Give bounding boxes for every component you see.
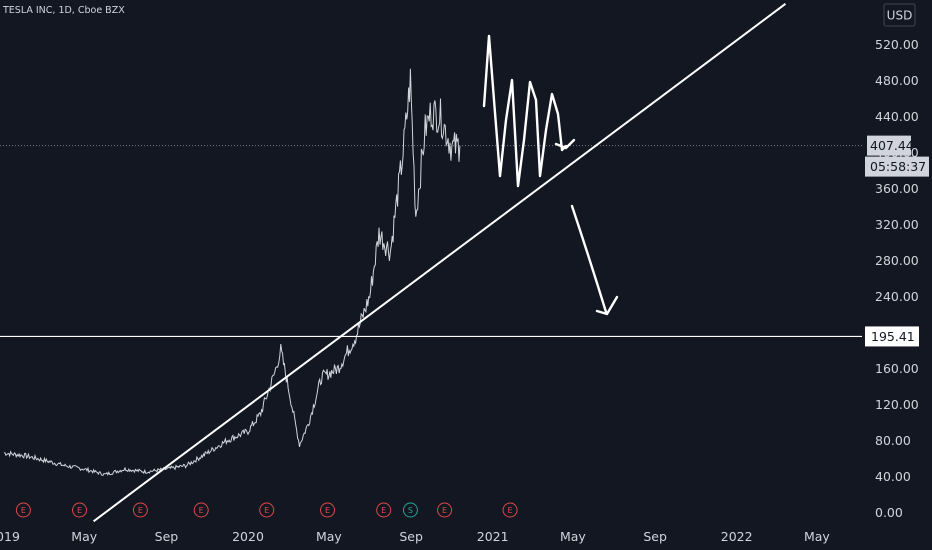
earnings-event-marker[interactable]: E [376, 502, 392, 518]
x-tick-label: May [316, 529, 342, 544]
event-marker-label: E [199, 506, 204, 515]
current-price-label: 407.44 [870, 138, 914, 153]
x-tick-label: Sep [643, 529, 667, 544]
current-price-tag: 407.44 05:58:37 [865, 135, 929, 177]
symbol-title: TESLA INC, 1D, Cboe BZX [2, 5, 125, 16]
level-price-tag: 195.41 [865, 326, 919, 347]
earnings-event-marker[interactable]: E [132, 502, 148, 518]
current-price-tag-bg [867, 135, 911, 156]
event-marker-label: E [508, 506, 513, 515]
event-marker-ring [259, 502, 275, 518]
earnings-event-marker[interactable]: E [259, 502, 275, 518]
time-axis[interactable]: 2019 May Sep 2020 May Sep 2021 May Sep 2022 May [0, 529, 830, 544]
earnings-event-marker[interactable]: E [193, 502, 209, 518]
y-tick-label: 0.00 [875, 505, 903, 520]
x-tick-label: May [71, 529, 97, 544]
y-tick-label: 120.00 [875, 397, 919, 412]
y-tick-label: 160.00 [875, 361, 919, 376]
currency-label: USD [887, 9, 913, 23]
event-marker-label: S [408, 506, 413, 515]
earnings-event-marker[interactable]: E [320, 502, 336, 518]
event-marker-label: E [442, 506, 447, 515]
freehand-projection[interactable] [482, 34, 568, 188]
x-tick-label: May [804, 529, 830, 544]
earnings-event-marker[interactable]: E [437, 502, 453, 518]
y-tick-label: 360.00 [875, 181, 919, 196]
y-tick-label: 520.00 [875, 37, 919, 52]
event-marker-ring [437, 502, 453, 518]
price-series-line [3, 68, 461, 476]
event-marker-label: E [138, 506, 143, 515]
event-marker-label: E [264, 506, 269, 515]
y-tick-label: 240.00 [875, 289, 919, 304]
y-tick-label: 440.00 [875, 109, 919, 124]
y-tick-label: 320.00 [875, 217, 919, 232]
event-marker-label: E [325, 506, 330, 515]
x-tick-label: 2019 [0, 529, 20, 544]
down-arrow-head[interactable] [595, 295, 619, 316]
price-axis[interactable]: 0.0040.0080.00120.00160.00200.00240.0028… [862, 0, 932, 550]
y-tick-label: 40.00 [875, 469, 911, 484]
trendline[interactable] [92, 2, 787, 523]
x-tick-label: May [560, 529, 586, 544]
split-event-marker[interactable]: S [402, 502, 418, 518]
event-marker-ring [193, 502, 209, 518]
event-marker-ring [376, 502, 392, 518]
x-tick-label: 2022 [721, 529, 753, 544]
freehand-arrowhead[interactable] [554, 138, 576, 150]
event-marker-ring [320, 502, 336, 518]
level-price-tag-bg [865, 326, 919, 347]
event-marker-ring [502, 502, 518, 518]
earnings-event-marker[interactable]: E [72, 502, 88, 518]
x-tick-label: 2020 [232, 529, 264, 544]
level-price-label: 195.41 [871, 329, 915, 344]
event-marker-label: E [77, 506, 82, 515]
x-tick-label: 2021 [477, 529, 509, 544]
price-axis-bg [862, 0, 932, 550]
earnings-event-marker[interactable]: E [502, 502, 518, 518]
x-tick-label: Sep [399, 529, 423, 544]
event-marker-ring [132, 502, 148, 518]
event-marker-ring [72, 502, 88, 518]
y-tick-label: 480.00 [875, 73, 919, 88]
y-tick-label: 280.00 [875, 253, 919, 268]
drawings-layer[interactable] [0, 2, 862, 523]
event-marker-ring [15, 502, 31, 518]
candles-layer [3, 68, 461, 476]
down-arrow[interactable] [570, 204, 608, 314]
event-marker-label: E [21, 506, 26, 515]
earnings-event-marker[interactable]: E [15, 502, 31, 518]
currency-button[interactable]: USD [883, 3, 916, 27]
event-marker-label: E [381, 506, 386, 515]
x-tick-label: Sep [155, 529, 179, 544]
countdown-tag-bg [865, 156, 929, 177]
currency-button-frame [883, 3, 916, 27]
event-marker-ring [402, 502, 418, 518]
countdown-label: 05:58:37 [870, 159, 926, 174]
y-tick-label: 80.00 [875, 433, 911, 448]
